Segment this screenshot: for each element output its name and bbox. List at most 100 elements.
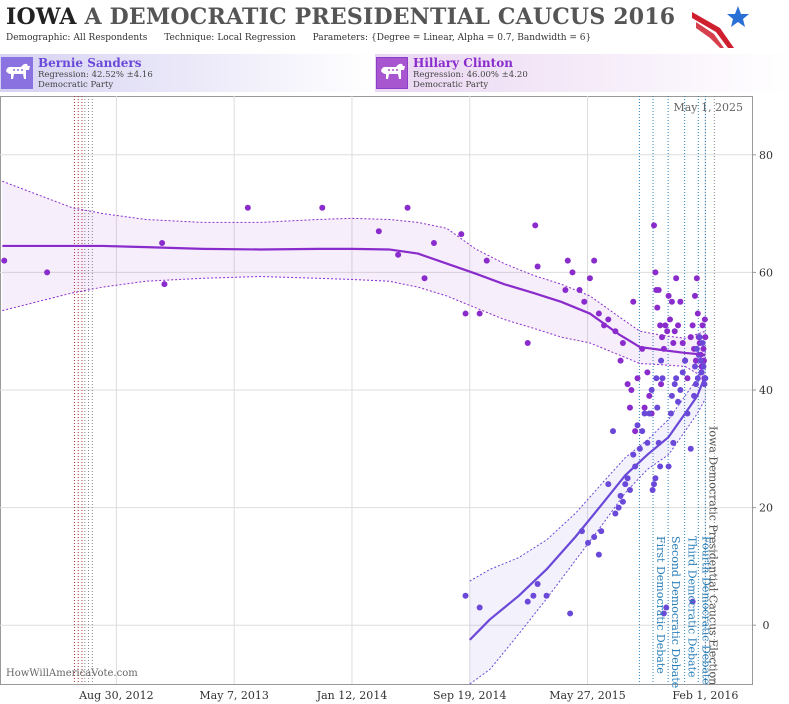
data-point xyxy=(668,298,675,305)
data-point xyxy=(462,310,469,317)
x-tick-label: Jan 12, 2014 xyxy=(316,689,388,702)
data-point xyxy=(694,375,701,382)
chart-area: Aug 30, 2012 May 7, 2013 Jan 12, 2014 Sep 1… xyxy=(0,96,789,704)
candidate-panel-clinton[interactable]: Hillary Clinton Regression: 46.00% ±4.20… xyxy=(375,54,789,92)
candidate-panel-sanders[interactable]: Bernie Sanders Regression: 42.52% ±4.16 … xyxy=(0,54,375,92)
data-point xyxy=(652,269,659,276)
data-point xyxy=(687,445,694,452)
data-point xyxy=(677,387,684,393)
data-point xyxy=(628,387,635,393)
data-point xyxy=(667,410,674,417)
data-point xyxy=(670,439,677,446)
data-point xyxy=(634,375,641,382)
data-point xyxy=(605,316,612,323)
band-upper-line xyxy=(2,180,706,339)
x-tick-label: Aug 30, 2012 xyxy=(78,689,154,702)
data-point xyxy=(636,445,643,452)
event-label: Fourth Democratic Debate xyxy=(699,536,712,685)
data-point xyxy=(650,222,657,229)
data-point xyxy=(375,228,382,235)
data-point xyxy=(641,410,648,417)
data-point xyxy=(1,257,8,264)
data-point xyxy=(524,339,531,346)
x-tick-label: Sep 19, 2014 xyxy=(433,689,507,702)
candidate-regression: Regression: 42.52% ±4.16 xyxy=(38,70,153,80)
data-point xyxy=(652,475,659,482)
current-date-label: May 1, 2025 xyxy=(673,101,743,114)
data-point xyxy=(662,322,669,329)
data-point xyxy=(564,257,571,264)
data-point xyxy=(610,428,617,435)
data-point xyxy=(644,439,651,446)
data-point xyxy=(687,334,694,341)
donkey-icon xyxy=(1,57,33,89)
data-point xyxy=(684,375,691,382)
technique-label: Technique: xyxy=(164,33,215,43)
data-point xyxy=(622,481,629,488)
y-tick-label: 80 xyxy=(759,149,773,162)
data-point xyxy=(694,310,701,317)
data-point xyxy=(617,357,624,364)
data-point xyxy=(671,381,678,388)
data-point xyxy=(462,592,469,599)
data-point xyxy=(624,475,631,482)
data-point xyxy=(612,510,619,517)
trend-line xyxy=(2,244,706,356)
data-point xyxy=(595,310,602,317)
data-point xyxy=(658,357,665,364)
data-point xyxy=(655,287,662,294)
data-point xyxy=(653,375,660,382)
data-point xyxy=(404,204,411,211)
chart-header: IOWA A DEMOCRATIC PRESIDENTIAL CAUCUS 20… xyxy=(0,0,789,52)
data-point xyxy=(657,463,664,470)
data-point xyxy=(699,322,706,329)
data-point xyxy=(591,534,598,540)
site-logo-icon[interactable] xyxy=(690,2,752,50)
data-point xyxy=(159,240,166,246)
event-label: First Democratic Debate xyxy=(654,536,667,674)
data-point xyxy=(698,369,705,376)
parameters-label: Parameters: xyxy=(312,33,369,43)
data-point xyxy=(624,381,631,388)
data-point xyxy=(630,298,637,305)
band-lower-line xyxy=(469,398,706,685)
data-point xyxy=(605,481,612,488)
data-point xyxy=(693,275,700,282)
data-point xyxy=(699,339,706,346)
poll-chart[interactable]: Aug 30, 2012 May 7, 2013 Jan 12, 2014 Sep 1… xyxy=(0,96,789,704)
candidate-name: Hillary Clinton xyxy=(413,56,513,70)
data-point xyxy=(663,604,670,611)
candidate-name: Bernie Sanders xyxy=(38,56,142,70)
data-point xyxy=(591,257,598,264)
data-point xyxy=(668,392,675,399)
data-point xyxy=(673,275,680,282)
data-point xyxy=(650,481,657,488)
data-point xyxy=(476,604,483,611)
data-point xyxy=(654,404,661,411)
event-label: Iowa Democratic Presidential Caucus Elec… xyxy=(706,426,719,685)
title-rest: A DEMOCRATIC PRESIDENTIAL CAUCUS 2016 xyxy=(84,4,676,30)
data-point xyxy=(646,392,653,399)
data-point xyxy=(648,387,655,393)
demographic-value: All Respondents xyxy=(73,33,148,43)
data-point xyxy=(700,363,707,370)
data-point xyxy=(430,240,437,246)
data-point xyxy=(689,598,696,605)
data-point xyxy=(657,322,664,329)
demographic-label: Demographic: xyxy=(6,33,71,43)
watermark: HowWillAmericaVote.com xyxy=(6,668,138,679)
data-point xyxy=(581,298,588,305)
data-point xyxy=(639,428,646,435)
trend-line xyxy=(468,374,707,641)
data-point xyxy=(702,334,709,341)
donkey-icon xyxy=(376,57,408,89)
data-point xyxy=(701,316,708,323)
data-point xyxy=(696,334,703,341)
data-point xyxy=(244,204,251,211)
y-tick-label: 40 xyxy=(759,384,773,397)
y-tick-label: 20 xyxy=(759,502,773,515)
band-upper-line xyxy=(469,351,706,582)
data-point xyxy=(576,287,583,294)
data-point xyxy=(659,334,666,341)
data-point xyxy=(421,275,428,282)
